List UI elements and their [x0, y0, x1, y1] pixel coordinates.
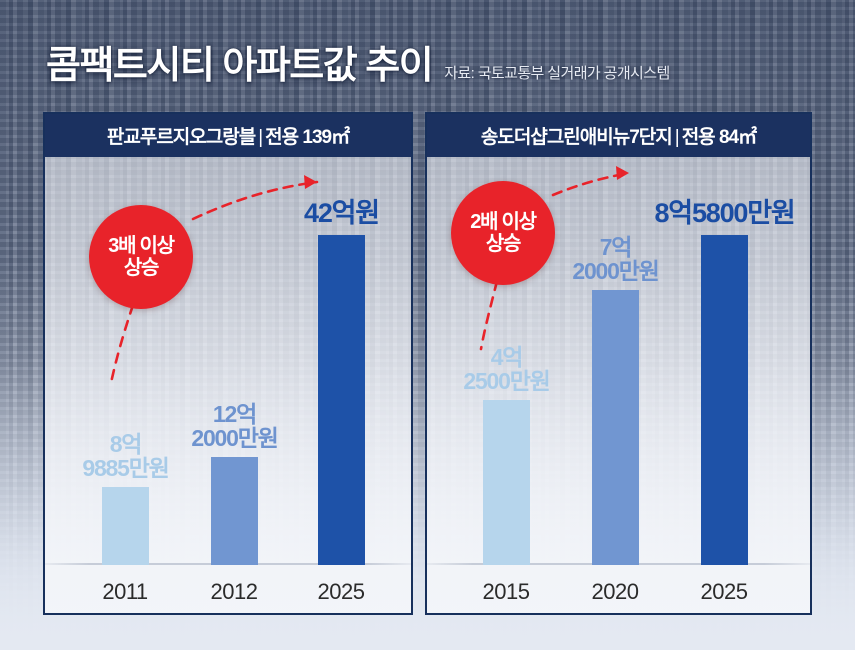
bar-label-2011-line1: 8억 [109, 431, 143, 458]
plot-area-songdo: 2배 이상 상승 4억 2500만원 7억 2000만원 8억5800만원 20… [427, 157, 810, 613]
bar-label-2015: 4억 2500만원 [463, 344, 551, 394]
bar-label-2025: 42억원 [304, 198, 380, 229]
bar-2012: 12억 2000만원 [191, 402, 279, 565]
xlabel-2025: 2025 [317, 579, 365, 604]
bar-label-2025: 8억5800만원 [654, 198, 795, 229]
arrow-head-icon [616, 166, 629, 180]
callout-badge-pangyo: 3배 이상 상승 [89, 205, 193, 309]
xlabel-2015: 2015 [482, 579, 530, 604]
bar-label-2020-line2: 2000만원 [572, 257, 660, 284]
bar-2025: 42억원 [304, 200, 380, 565]
bar-2025: 8억5800만원 [654, 200, 796, 565]
xlabel-2012: 2012 [210, 579, 258, 604]
bar-label-2015-line2: 2500만원 [463, 367, 551, 394]
panel-complex-name: 판교푸르지오그랑블 [106, 127, 256, 148]
source-credit: 자료: 국토교통부 실거래가 공개시스템 [444, 65, 670, 82]
callout-line1: 2배 이상 [470, 210, 537, 233]
panel-header-songdo: 송도더샵그린애비뉴7단지 | 전용 84㎡ [427, 114, 810, 157]
callout-line2: 상승 [485, 233, 522, 255]
bar-label-2012-line1: 12억 [212, 401, 257, 428]
xlabel-2025: 2025 [700, 579, 748, 604]
callout-line2: 상승 [123, 257, 160, 279]
panel-separator: | [674, 127, 680, 148]
panel-area: 전용 84㎡ [681, 127, 757, 148]
arrow-dashed-path [551, 171, 631, 197]
panel-area: 전용 139㎡ [265, 127, 350, 148]
arrow-dashed-path [191, 180, 319, 221]
page-title: 콤팩트시티 아파트값 추이 [46, 45, 434, 87]
header: 콤팩트시티 아파트값 추이 자료: 국토교통부 실거래가 공개시스템 [46, 34, 670, 89]
bar-label-2015-line1: 4억 [490, 344, 524, 371]
bar-label-2020-line1: 7억 [599, 234, 633, 261]
panel-separator: | [258, 127, 263, 148]
chart-panel-pangyo: 판교푸르지오그랑블 | 전용 139㎡ 3배 이상 상승 8억 9885만원 12억… [43, 112, 413, 615]
bar-label-2011-line2: 9885만원 [82, 454, 170, 481]
panel-complex-name: 송도더샵그린애비뉴7단지 [480, 127, 673, 148]
callout-line1: 3배 이상 [108, 234, 175, 257]
panel-header-pangyo: 판교푸르지오그랑블 | 전용 139㎡ [45, 114, 411, 157]
bar-label-2025-line1: 8억5800만원 [654, 198, 795, 229]
bar-label-2020: 7억 2000만원 [572, 234, 660, 284]
chart-panel-songdo: 송도더샵그린애비뉴7단지 | 전용 84㎡ 2배 이상 상승 4억 2500만원 7… [425, 112, 812, 615]
panel-title-pangyo: 판교푸르지오그랑블 | 전용 139㎡ [106, 122, 350, 149]
xlabel-2020: 2020 [591, 579, 639, 604]
plot-area-pangyo: 3배 이상 상승 8억 9885만원 12억 2000만원 42억원 2011 … [45, 157, 411, 613]
x-axis-labels-pangyo: 2011 2012 2025 [45, 571, 411, 605]
bar-2020: 7억 2000만원 [572, 235, 660, 565]
callout-tail-dashed-path [479, 279, 499, 351]
arrow-head-icon [304, 175, 317, 189]
bar-2011: 8억 9885만원 [82, 432, 170, 565]
x-axis-labels-songdo: 2015 2020 2025 [427, 571, 810, 605]
panel-title-songdo: 송도더샵그린애비뉴7단지 | 전용 84㎡ [480, 122, 757, 149]
xlabel-2011: 2011 [102, 579, 148, 604]
bar-label-2025-line1: 42억원 [304, 198, 380, 229]
bar-2015: 4억 2500만원 [463, 345, 551, 565]
bar-label-2011: 8억 9885만원 [82, 431, 170, 481]
callout-badge-songdo: 2배 이상 상승 [451, 181, 555, 285]
bar-label-2012: 12억 2000만원 [191, 401, 279, 451]
callout-tail-dashed-path [109, 303, 135, 385]
bar-label-2012-line2: 2000만원 [191, 424, 279, 451]
